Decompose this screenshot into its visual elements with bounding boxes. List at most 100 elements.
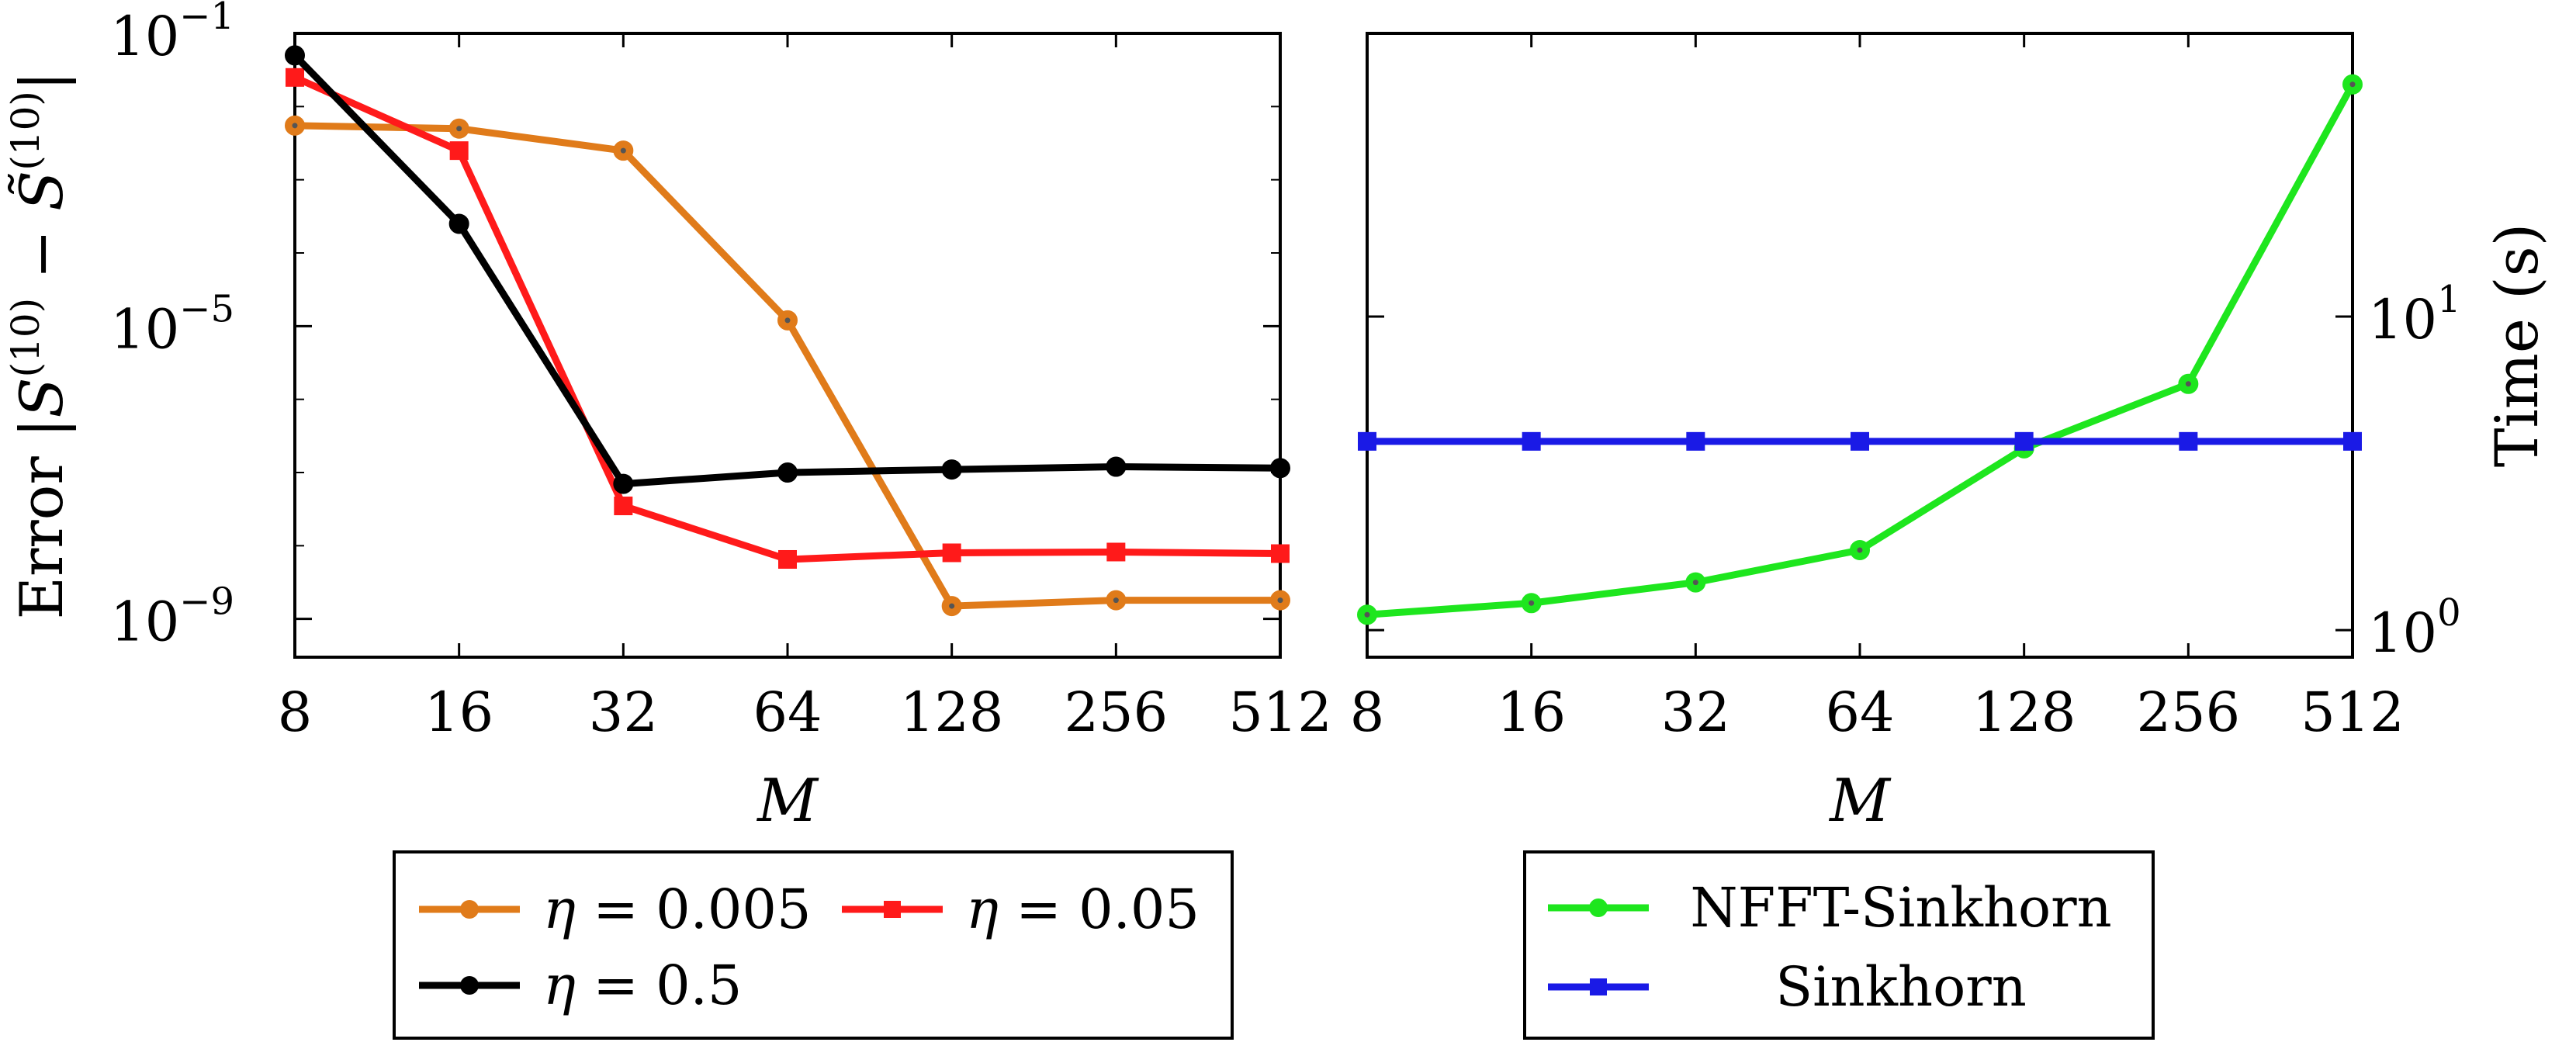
data-point [1270,458,1290,479]
data-point-center [2349,81,2356,88]
y-tick-exponent: −1 [179,0,234,38]
data-point [286,68,304,87]
legend-value: = 0.5 [576,954,742,1017]
data-point [285,45,305,66]
legend-marker [460,976,479,995]
data-point [1271,544,1290,563]
data-point-center [1364,611,1370,618]
y-tick-exponent: −9 [179,580,234,624]
series-line-0 [1366,82,2356,618]
data-point [1358,431,1376,451]
y-tick-label: 10−1 [110,0,234,68]
legend-marker [1589,898,1608,917]
data-point-center [949,603,955,609]
y-tick-exponent: 0 [2437,591,2461,635]
x-tick-label: 128 [1972,680,2076,744]
left-axis-ticks [293,32,1282,657]
x-tick-label: 16 [1497,680,1566,744]
y-tick-base: 10 [110,5,179,68]
y-tick-label: 101 [2368,278,2461,351]
x-tick-label: 512 [2301,680,2405,744]
data-point [2343,431,2362,451]
y-title-sup1: (10) [3,298,48,378]
right-plot-frame [1366,32,2354,659]
y-tick-label: 100 [2368,591,2461,665]
y-tick-base: 10 [2368,601,2437,665]
legend-marker [460,900,479,919]
x-tick-label: 64 [1825,680,1894,744]
y-title-bar: | [7,71,76,91]
x-tick-label: 256 [2137,680,2241,744]
data-point-center [1857,547,1863,553]
right-x-tick-labels: 8 16 32 64 128 256 512 [1350,680,2405,744]
data-point-center [1277,597,1283,604]
legend-value: = 0.005 [576,878,812,941]
left-y-tick-labels: 10−110−510−9 [110,0,234,654]
data-point [449,141,469,161]
left-x-axis-title: M [756,766,819,835]
y-tick-label: 10−5 [110,287,234,361]
right-x-axis-title: M [1828,766,1892,835]
data-point [778,549,797,569]
data-point [2179,431,2198,451]
data-point-center [292,123,298,129]
legend-label: η = 0.5 [543,954,742,1017]
data-point [1686,431,1705,451]
legend-eta: η [543,954,576,1017]
data-point [1851,431,1869,451]
y-title-word: Error | [7,418,76,620]
y-tick-base: 10 [110,590,179,654]
legend-eta: η [966,878,999,941]
y-title-minus: − [7,211,76,298]
data-point-center [1692,580,1698,586]
data-point [941,459,962,480]
right-axis-ticks [1366,33,2354,657]
data-point [1106,456,1127,477]
x-tick-label: 16 [424,680,493,744]
data-point [613,473,634,494]
x-tick-label: 128 [900,680,1004,744]
data-point [614,497,633,516]
left-x-tick-labels: 8 16 32 64 128 256 512 [278,680,1332,744]
left-chart-panel: 8 16 32 64 128 256 512 10−110−510−9 M Error |S… [3,0,1332,835]
legend-label: Sinkhorn [1775,955,2027,1019]
legend-label: η = 0.05 [966,878,1200,941]
series-line-0 [294,122,1280,610]
data-point [942,543,961,563]
series-line-2 [292,53,1281,488]
y-tick-exponent: −5 [179,287,234,331]
y-title-S: S [7,377,76,417]
legend-eta: η [543,878,576,941]
data-point-center [2185,381,2191,387]
right-series-group [1357,74,2363,625]
right-legend: NFFT-Sinkhorn Sinkhorn [1523,850,2155,1040]
y-tick-base: 10 [110,297,179,361]
data-point-center [1529,600,1535,606]
legend-marker [884,901,901,918]
x-tick-label: 8 [1350,680,1385,744]
x-tick-label: 32 [589,680,658,744]
legend-value: = 0.05 [999,878,1200,941]
svg-text:Error |S(10) − S̃(10)|: Error |S(10) − S̃(10)| [3,71,76,619]
x-tick-label: 32 [1661,680,1730,744]
right-legend-box [1523,850,2155,1040]
legend-marker [1590,978,1607,995]
left-legend: η = 0.005 η = 0.05η = 0.5 [393,850,1234,1040]
data-point [1106,542,1126,562]
data-point-center [456,126,462,132]
data-point-center [784,317,791,324]
y-title-sup2: (10) [3,91,48,171]
legend-label: NFFT-Sinkhorn [1690,876,2111,940]
y-title-S-tilde: S̃ [6,171,76,211]
x-tick-label: 8 [278,680,313,744]
right-y-axis-title: Time (s) [2482,223,2551,468]
x-tick-label: 256 [1065,680,1169,744]
data-point [777,462,798,483]
left-legend-box [393,850,1234,1040]
legend-label: η = 0.005 [543,878,812,941]
y-tick-base: 10 [2368,288,2437,351]
left-y-axis-title: Error |S(10) − S̃(10)| [3,71,76,619]
